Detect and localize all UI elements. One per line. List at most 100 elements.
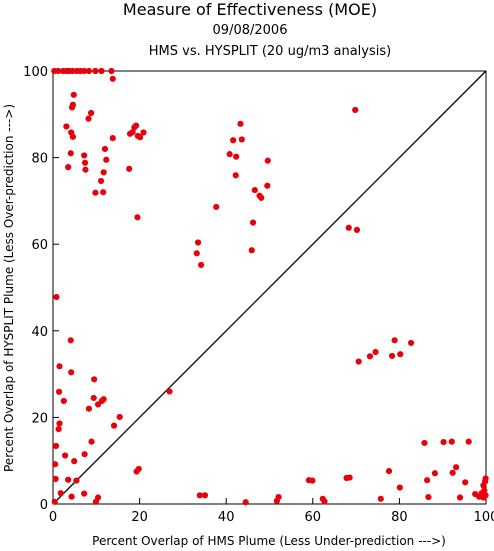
data-point — [116, 413, 123, 421]
data-point — [453, 464, 460, 471]
data-point — [55, 425, 62, 433]
data-point — [109, 75, 116, 82]
y-tick-label: 0 — [40, 498, 48, 513]
data-point — [237, 120, 244, 127]
x-tick-label: 20 — [131, 510, 148, 525]
y-tick-label: 80 — [31, 152, 48, 167]
data-point — [100, 189, 107, 196]
data-point — [242, 499, 249, 506]
data-point — [482, 475, 489, 482]
data-point — [85, 405, 93, 412]
data-point — [62, 452, 69, 459]
data-point — [108, 67, 115, 75]
data-point — [100, 169, 107, 176]
data-point — [193, 250, 200, 257]
data-point — [480, 482, 487, 489]
data-point — [353, 226, 361, 234]
y-tick-label: 100 — [23, 65, 48, 80]
data-point — [68, 369, 75, 376]
data-point — [65, 476, 72, 483]
data-point — [135, 465, 142, 473]
data-point — [55, 388, 63, 395]
data-point — [91, 376, 98, 383]
data-point — [103, 156, 110, 163]
x-axis-ticks: 0 20 40 60 80 100 — [49, 498, 494, 525]
data-point — [397, 351, 404, 358]
data-point — [92, 498, 99, 505]
data-point — [71, 458, 78, 465]
data-point — [100, 396, 107, 403]
data-point — [462, 479, 469, 486]
data-point — [69, 67, 76, 75]
one-to-one-line — [52, 70, 487, 505]
data-point — [346, 474, 353, 481]
data-point — [226, 151, 233, 158]
data-point — [88, 438, 95, 445]
data-point — [60, 397, 67, 405]
data-point — [101, 145, 109, 153]
data-point — [273, 497, 280, 505]
data-point — [88, 109, 95, 117]
data-point — [481, 487, 488, 494]
data-point — [372, 348, 379, 356]
data-point — [309, 477, 316, 484]
data-point — [56, 363, 63, 370]
data-point — [52, 442, 60, 450]
data-point — [65, 164, 72, 171]
data-point — [51, 498, 58, 505]
data-point — [431, 470, 439, 477]
y-tick-label: 40 — [31, 325, 48, 340]
data-point — [465, 438, 472, 445]
data-point — [57, 490, 64, 497]
y-axis-label: Percent Overlap of HYSPLIT Plume (Less O… — [2, 104, 16, 472]
data-point — [352, 106, 359, 114]
data-point — [133, 122, 140, 129]
data-point — [345, 224, 352, 231]
data-point — [232, 172, 239, 179]
data-point — [70, 91, 77, 98]
x-tick-label: 0 — [49, 510, 57, 525]
data-point — [81, 67, 88, 75]
data-point — [251, 186, 258, 194]
data-point — [81, 152, 88, 159]
data-point — [134, 214, 141, 221]
data-point — [129, 128, 136, 136]
chart-title: Measure of Effectiveness (MOE) — [123, 0, 377, 19]
data-point — [73, 477, 80, 484]
y-tick-label: 20 — [31, 411, 48, 426]
data-point — [201, 492, 209, 499]
y-axis-ticks: 0 20 40 60 80 100 — [23, 65, 59, 513]
data-point — [68, 104, 76, 111]
data-point — [126, 165, 133, 172]
data-point — [440, 438, 447, 446]
plot-frame — [52, 70, 487, 505]
data-point — [85, 115, 92, 122]
data-point — [264, 182, 271, 189]
data-point — [82, 166, 89, 173]
data-point — [456, 494, 464, 501]
data-point — [238, 136, 245, 143]
data-point — [448, 438, 455, 445]
data-point — [421, 439, 428, 447]
data-point — [85, 67, 93, 75]
data-point — [81, 159, 89, 166]
data-point — [94, 401, 102, 408]
data-point — [81, 490, 88, 497]
chart-date: 09/08/2006 — [213, 23, 288, 38]
data-point — [366, 353, 374, 360]
x-tick-label: 80 — [391, 510, 408, 525]
data-point — [67, 150, 74, 157]
x-tick-label: 40 — [218, 510, 235, 525]
data-point — [385, 467, 393, 475]
data-point — [321, 498, 328, 505]
data-point — [482, 492, 489, 499]
data-point — [52, 475, 59, 482]
data-point — [449, 469, 456, 476]
data-point — [81, 451, 88, 458]
data-point — [63, 123, 70, 130]
data-point — [233, 153, 240, 160]
data-point — [424, 477, 431, 484]
data-point — [248, 247, 255, 254]
data-point — [92, 67, 99, 75]
data-point — [391, 337, 398, 344]
